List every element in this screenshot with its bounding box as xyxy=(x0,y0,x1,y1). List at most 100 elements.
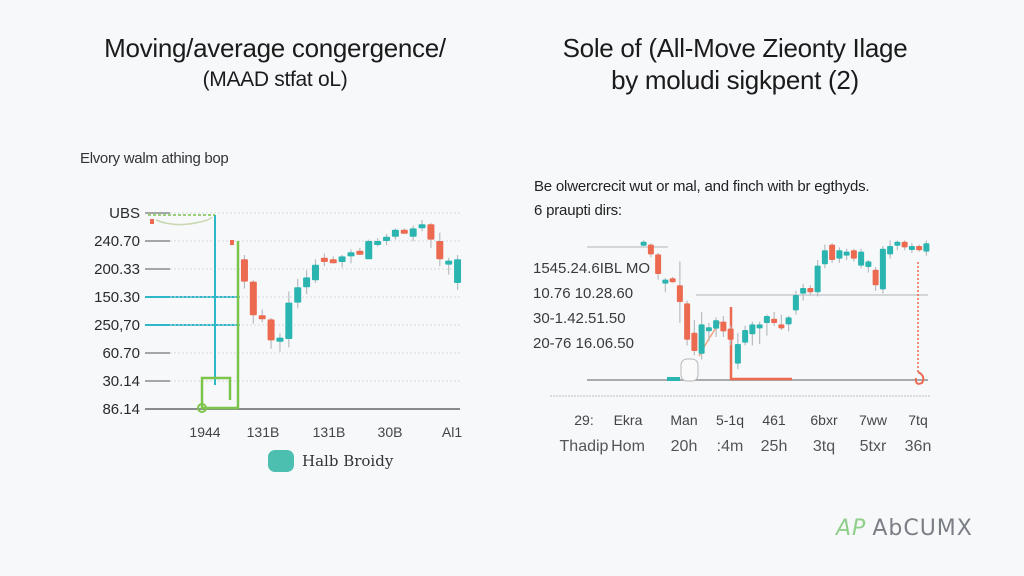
candle-up xyxy=(734,344,741,364)
green-bracket xyxy=(200,241,240,410)
candle-up xyxy=(294,287,302,303)
right-desc-line-1: Be olwercrecit wut or mal, and finch wit… xyxy=(534,178,870,195)
x-tick-label-row1: 7tq xyxy=(908,412,927,428)
candle-up xyxy=(894,241,901,246)
x-tick-label-row2: 3tq xyxy=(813,438,835,455)
candle-up xyxy=(836,250,843,259)
x-tick-label-row2: 20h xyxy=(671,438,698,455)
left-chart-legend: Halb Broidy xyxy=(268,450,393,472)
candle-up xyxy=(843,251,850,256)
x-tick-label: 131B xyxy=(247,424,280,440)
candle-down xyxy=(778,324,785,329)
candle-up xyxy=(792,295,799,311)
y-tick-label: UBS xyxy=(109,205,140,222)
x-tick-label-row2: 25h xyxy=(761,438,788,455)
green-anchor-dot xyxy=(197,403,207,413)
x-tick-label-row2: :4m xyxy=(717,438,744,455)
candle-up xyxy=(409,228,417,237)
x-tick-label-row1: 461 xyxy=(762,412,786,428)
red-bracket xyxy=(729,307,792,381)
candle-up xyxy=(908,246,915,250)
small-marker xyxy=(230,240,234,245)
candle-up xyxy=(763,316,770,323)
candle-down xyxy=(436,241,444,260)
candle-up xyxy=(814,265,821,293)
candle-down xyxy=(669,278,676,283)
candle-up xyxy=(742,330,749,343)
candle-down xyxy=(267,319,275,341)
candle-up xyxy=(391,229,399,237)
y-tick-label: 150.30 xyxy=(94,289,140,306)
red-hook xyxy=(914,371,925,385)
candle-up xyxy=(865,261,872,267)
legend-label: Halb Broidy xyxy=(302,452,394,470)
x-tick-label-row1: 6bxr xyxy=(810,412,838,428)
candle-down xyxy=(727,328,734,340)
teal-marker xyxy=(667,377,680,381)
candle-up xyxy=(705,327,712,332)
candle-up xyxy=(276,337,284,342)
y-tick-label: 200.33 xyxy=(94,261,140,278)
left-chart-title: Moving/average congergence/ (MAAD stfat … xyxy=(40,32,510,96)
right-chart-description: Be olwercrecit wut or mal, and finch wit… xyxy=(534,175,870,223)
candle-up xyxy=(303,277,311,288)
left-candlestick-chart: UBS 240.70 200.33 150.30 250,70 60.70 30.14 86.… xyxy=(94,205,462,440)
right-title-line-1: Sole of (All-Move Zieonty Ilage xyxy=(562,33,908,63)
left-title-line-1: Moving/average congergence/ xyxy=(104,33,446,63)
candle-up xyxy=(821,250,828,265)
x-tick-label-row2: 5txr xyxy=(860,438,887,455)
x-tick-label: 1944 xyxy=(189,424,220,440)
candle-up xyxy=(879,248,886,290)
candle-up xyxy=(923,243,930,252)
candle-down xyxy=(320,257,328,262)
x-tick-label-row1: 29: xyxy=(574,412,593,428)
candle-up xyxy=(445,260,453,265)
candle-down xyxy=(901,241,908,248)
right-desc-line-2: 6 praupti dirs: xyxy=(534,202,622,219)
candle-down xyxy=(356,250,364,255)
candle-up xyxy=(713,320,720,329)
x-tick-label-row2: 36n xyxy=(905,438,932,455)
candle-up xyxy=(338,256,346,262)
row-label: 20-76 16.06.50 xyxy=(533,335,634,352)
candle-up xyxy=(785,317,792,325)
y-tick-label: 86.14 xyxy=(102,401,140,418)
candle-down xyxy=(771,318,778,323)
candle-down xyxy=(647,244,654,255)
candle-down xyxy=(829,244,836,260)
candle-up xyxy=(887,246,894,255)
annotation-squiggle xyxy=(155,216,213,226)
candle-down xyxy=(427,224,435,240)
candle-down xyxy=(684,303,691,340)
candle-down xyxy=(916,246,923,251)
circle-annotation xyxy=(680,358,699,382)
y-tick-label: 30.14 xyxy=(102,373,140,390)
candle-up xyxy=(454,259,462,283)
right-title-line-2: by moludi sigkpent (2) xyxy=(611,65,859,95)
logo-text: AbCUMX xyxy=(872,516,973,541)
x-tick-label-row1: Ekra xyxy=(614,412,643,428)
candle-down xyxy=(249,281,257,316)
candle-down xyxy=(872,269,879,286)
x-tick-label: 30B xyxy=(378,424,403,440)
y-tick-label: 60.70 xyxy=(102,345,140,362)
candle-up xyxy=(858,251,865,266)
legend-swatch xyxy=(268,450,294,472)
candle-down xyxy=(655,254,662,274)
candle-up xyxy=(662,279,669,284)
left-chart-subtitle: Elvory walm athing bop xyxy=(80,150,229,167)
brand-logo: AP AbCUMX xyxy=(836,516,973,541)
x-tick-label: 131B xyxy=(313,424,346,440)
candle-up xyxy=(756,324,763,329)
candle-down xyxy=(329,259,337,264)
logo-mark-icon: AP xyxy=(836,516,867,541)
right-chart-title: Sole of (All-Move Zieonty Ilage by molud… xyxy=(510,32,960,96)
x-tick-label-row1: 5-1q xyxy=(716,412,744,428)
y-tick-label: 250,70 xyxy=(94,317,140,334)
candle-up xyxy=(374,241,382,245)
candle-up xyxy=(365,241,373,260)
candle-down xyxy=(850,250,857,259)
candle-up xyxy=(698,324,705,354)
left-title-line-2: (MAAD stfat oL) xyxy=(202,68,348,91)
